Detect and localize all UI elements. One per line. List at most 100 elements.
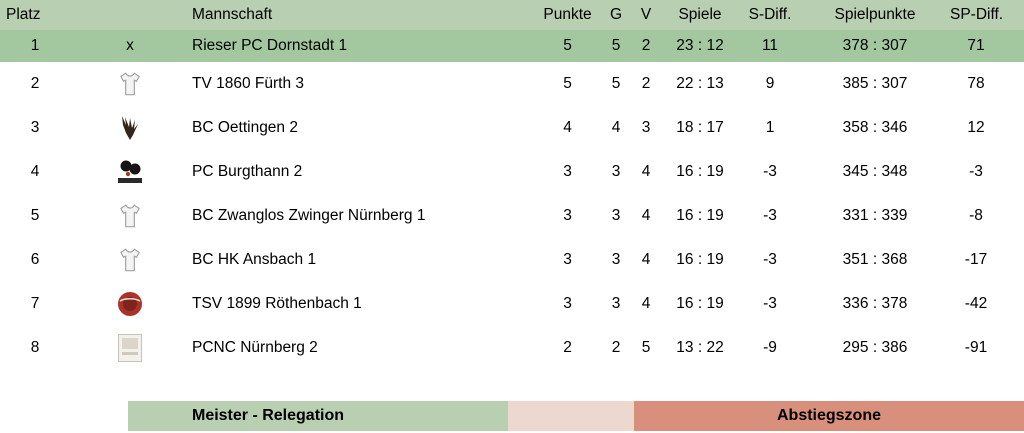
punkte-value: 2 bbox=[563, 339, 572, 356]
team-name: BC HK Ansbach 1 bbox=[192, 251, 317, 268]
table-row: 4 PC Burgthann 2 3 3 4 16 : 19 -3 345 : … bbox=[0, 150, 1024, 194]
team-logo-cell bbox=[70, 246, 190, 274]
spielpunkte-value: 345 : 348 bbox=[842, 163, 908, 180]
spiele-value: 16 : 19 bbox=[676, 295, 724, 312]
col-header-sdiff: S-Diff. bbox=[748, 6, 792, 23]
team-marker: x bbox=[126, 37, 134, 54]
rank-cell: 4 bbox=[30, 163, 40, 180]
spdiff-value: 78 bbox=[967, 75, 985, 92]
sdiff-value: -3 bbox=[763, 251, 777, 268]
table-row: 7 TSV 1899 Röthenbach 1 3 3 4 16 : 19 -3… bbox=[0, 282, 1024, 326]
sdiff-value: -9 bbox=[763, 339, 777, 356]
losses-value: 5 bbox=[641, 339, 651, 356]
dark-emblem-icon bbox=[122, 116, 138, 140]
table-row: 6 BC HK Ansbach 1 3 3 4 16 : 19 -3 351 :… bbox=[0, 238, 1024, 282]
spiele-value: 16 : 19 bbox=[676, 251, 724, 268]
rank-cell: 3 bbox=[30, 119, 40, 136]
team-name: TSV 1899 Röthenbach 1 bbox=[192, 295, 362, 312]
sdiff-value: -3 bbox=[763, 207, 777, 224]
legend-meister-relegation: Meister - Relegation bbox=[128, 401, 508, 431]
legend-neutral-zone bbox=[508, 401, 634, 431]
spielpunkte-value: 385 : 307 bbox=[842, 75, 908, 92]
shirt-icon bbox=[120, 204, 140, 228]
spielpunkte-value: 295 : 386 bbox=[842, 339, 908, 356]
spiele-value: 18 : 17 bbox=[676, 119, 724, 136]
punkte-value: 5 bbox=[563, 37, 572, 54]
spielpunkte-value: 351 : 368 bbox=[842, 251, 908, 268]
sdiff-value: 9 bbox=[765, 75, 775, 92]
punkte-value: 5 bbox=[563, 75, 572, 92]
losses-value: 2 bbox=[641, 75, 651, 92]
rank-cell: 7 bbox=[30, 295, 40, 312]
punkte-value: 3 bbox=[563, 295, 572, 312]
col-header-spielpunkte: Spielpunkte bbox=[834, 6, 916, 23]
table-row: 2 TV 1860 Fürth 3 5 5 2 22 : 13 9 385 : … bbox=[0, 62, 1024, 106]
col-header-platz: Platz bbox=[6, 6, 41, 23]
framed-crest-icon bbox=[118, 334, 142, 362]
team-name: BC Zwanglos Zwinger Nürnberg 1 bbox=[192, 207, 426, 224]
team-logo-cell bbox=[70, 333, 190, 363]
team-logo-cell bbox=[70, 70, 190, 98]
team-logo-cell bbox=[70, 202, 190, 230]
rank-cell: 1 bbox=[30, 37, 40, 54]
standings-table: Platz Mannschaft Punkte G V Spiele S-Dif… bbox=[0, 0, 1024, 370]
wins-value: 2 bbox=[611, 339, 621, 356]
team-logo-cell bbox=[70, 158, 190, 186]
spdiff-value: -42 bbox=[964, 295, 988, 312]
losses-value: 4 bbox=[641, 295, 651, 312]
losses-value: 4 bbox=[641, 163, 651, 180]
punkte-value: 4 bbox=[563, 119, 572, 136]
legend-spacer bbox=[0, 401, 128, 431]
wins-value: 3 bbox=[611, 251, 621, 268]
team-name: BC Oettingen 2 bbox=[192, 119, 298, 136]
shirt-icon bbox=[120, 72, 140, 96]
spiele-value: 16 : 19 bbox=[676, 163, 724, 180]
table-row: 5 BC Zwanglos Zwinger Nürnberg 1 3 3 4 1… bbox=[0, 194, 1024, 238]
sdiff-value: 1 bbox=[765, 119, 775, 136]
wins-value: 5 bbox=[611, 75, 621, 92]
wins-value: 4 bbox=[611, 119, 621, 136]
losses-value: 2 bbox=[641, 37, 651, 54]
spdiff-value: -8 bbox=[969, 207, 983, 224]
punkte-value: 3 bbox=[563, 251, 572, 268]
col-header-mannschaft: Mannschaft bbox=[192, 6, 273, 23]
legend-bar: Meister - Relegation Abstiegszone bbox=[0, 401, 1024, 431]
team-name: PC Burgthann 2 bbox=[192, 163, 303, 180]
legend-meister-label: Meister - Relegation bbox=[191, 407, 345, 424]
spiele-value: 22 : 13 bbox=[676, 75, 724, 92]
spiele-value: 13 : 22 bbox=[676, 339, 724, 356]
punkte-value: 3 bbox=[563, 163, 572, 180]
legend-abstiegszone: Abstiegszone bbox=[634, 401, 1024, 431]
losses-value: 4 bbox=[641, 251, 651, 268]
spdiff-value: -3 bbox=[969, 163, 983, 180]
table-header-row: Platz Mannschaft Punkte G V Spiele S-Dif… bbox=[0, 0, 1024, 30]
losses-value: 3 bbox=[641, 119, 651, 136]
table-row: 1 x Rieser PC Dornstadt 1 5 5 2 23 : 12 … bbox=[0, 30, 1024, 62]
spielpunkte-value: 378 : 307 bbox=[842, 37, 908, 54]
spielpunkte-value: 331 : 339 bbox=[842, 207, 908, 224]
shirt-icon bbox=[120, 248, 140, 272]
col-header-spiele: Spiele bbox=[678, 6, 722, 23]
table-row: 3 BC Oettingen 2 4 4 3 18 : 17 1 358 : 3… bbox=[0, 106, 1024, 150]
rank-cell: 5 bbox=[30, 207, 40, 224]
wins-value: 3 bbox=[611, 163, 621, 180]
spielpunkte-value: 336 : 378 bbox=[842, 295, 908, 312]
spielpunkte-value: 358 : 346 bbox=[842, 119, 908, 136]
legend-abstiegszone-label: Abstiegszone bbox=[776, 407, 881, 424]
col-header-g: G bbox=[609, 6, 623, 23]
table-row: 8 PCNC Nürnberg 2 2 2 5 13 : 22 -9 295 :… bbox=[0, 326, 1024, 370]
col-header-v: V bbox=[640, 6, 652, 23]
col-header-punkte: Punkte bbox=[543, 6, 592, 23]
spiele-value: 23 : 12 bbox=[676, 37, 724, 54]
sdiff-value: 11 bbox=[761, 37, 779, 54]
wins-value: 3 bbox=[611, 295, 621, 312]
boule-balls-icon bbox=[118, 160, 142, 183]
spdiff-value: -91 bbox=[964, 339, 988, 356]
spiele-value: 16 : 19 bbox=[676, 207, 724, 224]
spdiff-value: 12 bbox=[967, 119, 985, 136]
team-logo-cell bbox=[70, 290, 190, 318]
col-header-spdiff: SP-Diff. bbox=[950, 6, 1004, 23]
rank-cell: 6 bbox=[30, 251, 40, 268]
team-name: TV 1860 Fürth 3 bbox=[192, 75, 305, 92]
wins-value: 5 bbox=[611, 37, 621, 54]
